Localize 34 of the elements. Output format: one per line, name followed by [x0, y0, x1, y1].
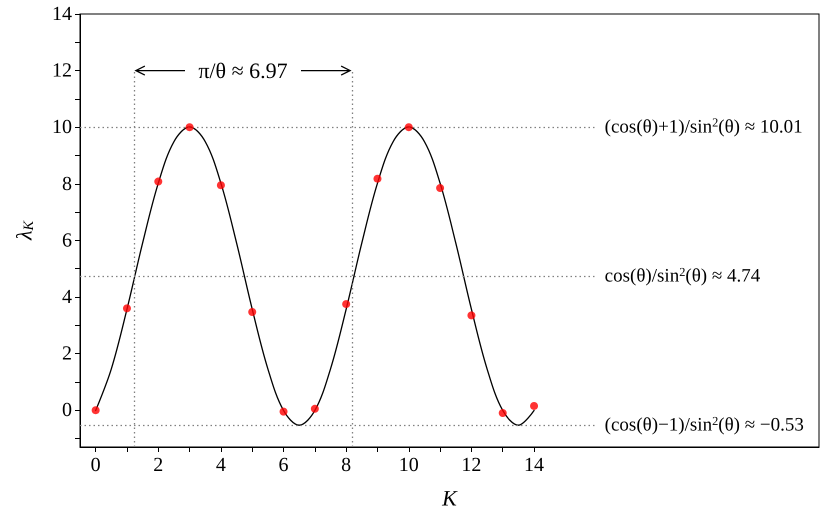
point [310, 404, 319, 413]
y-tick-label: 8 [62, 172, 72, 195]
point [530, 402, 538, 410]
x-tick-label: 12 [461, 454, 482, 476]
y-tick-label: 12 [52, 60, 72, 82]
x-tick-label: 4 [216, 454, 226, 476]
y-tick-label: 4 [62, 286, 72, 308]
y-axis-title: λK [12, 220, 37, 242]
point [122, 304, 131, 312]
point [373, 174, 382, 183]
point [216, 181, 225, 190]
point [92, 406, 100, 414]
point [342, 300, 350, 308]
y-tick-label: 2 [62, 342, 72, 365]
y-tick-label: 14 [52, 3, 72, 25]
y-tick-label: 0 [62, 399, 72, 422]
x-tick-label: 2 [153, 454, 164, 476]
point [154, 178, 162, 186]
point [248, 308, 256, 316]
annotation: π/θ ≈ 6.97 [198, 58, 288, 84]
point [436, 184, 444, 192]
x-axis-title: K [441, 486, 458, 510]
point [186, 123, 194, 132]
point [498, 409, 507, 418]
x-tick-label: 10 [398, 454, 419, 476]
point [467, 311, 476, 320]
point [404, 123, 413, 132]
x-tick-label: 6 [278, 454, 289, 476]
x-tick-label: 0 [90, 454, 101, 476]
point [280, 408, 288, 416]
x-tick-label: 14 [524, 454, 544, 476]
y-tick-label: 10 [52, 116, 72, 138]
y-tick-label: 6 [62, 229, 72, 252]
x-tick-label: 8 [341, 454, 352, 476]
